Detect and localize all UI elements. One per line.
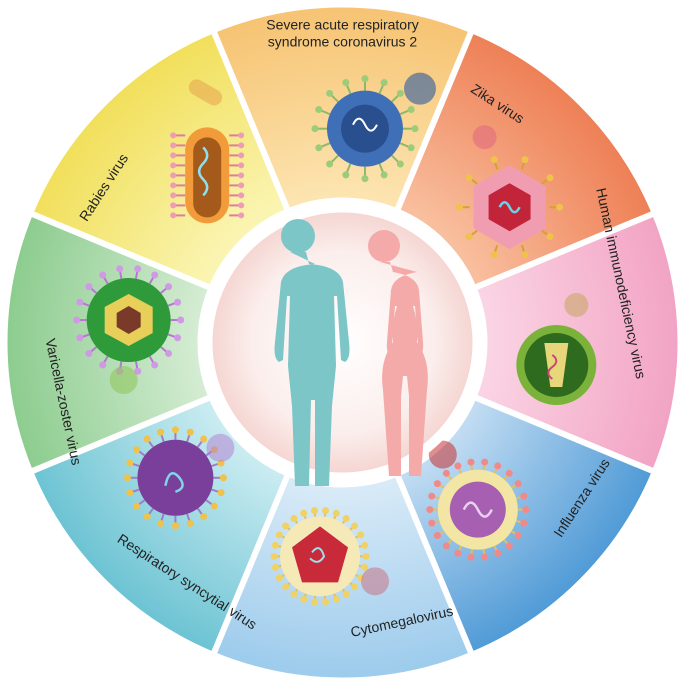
female-silhouette-icon	[368, 230, 428, 476]
segment-rabies	[26, 26, 293, 293]
rabies-virus-icon	[170, 79, 245, 224]
rsv-icon	[123, 426, 235, 530]
cytomegalovirus-icon	[270, 507, 390, 606]
hiv-icon	[516, 292, 597, 405]
zika-virus-icon	[456, 125, 564, 259]
influenza-virus-icon	[426, 440, 530, 561]
coronavirus-icon	[311, 72, 436, 183]
male-silhouette-icon	[274, 219, 350, 486]
varicella-zoster-icon	[73, 265, 185, 395]
virus-layer	[73, 72, 597, 606]
label-sarscov2-line2: syndrome coronavirus 2	[268, 34, 418, 50]
label-sarscov2-line1: Severe acute respiratory	[266, 17, 419, 33]
